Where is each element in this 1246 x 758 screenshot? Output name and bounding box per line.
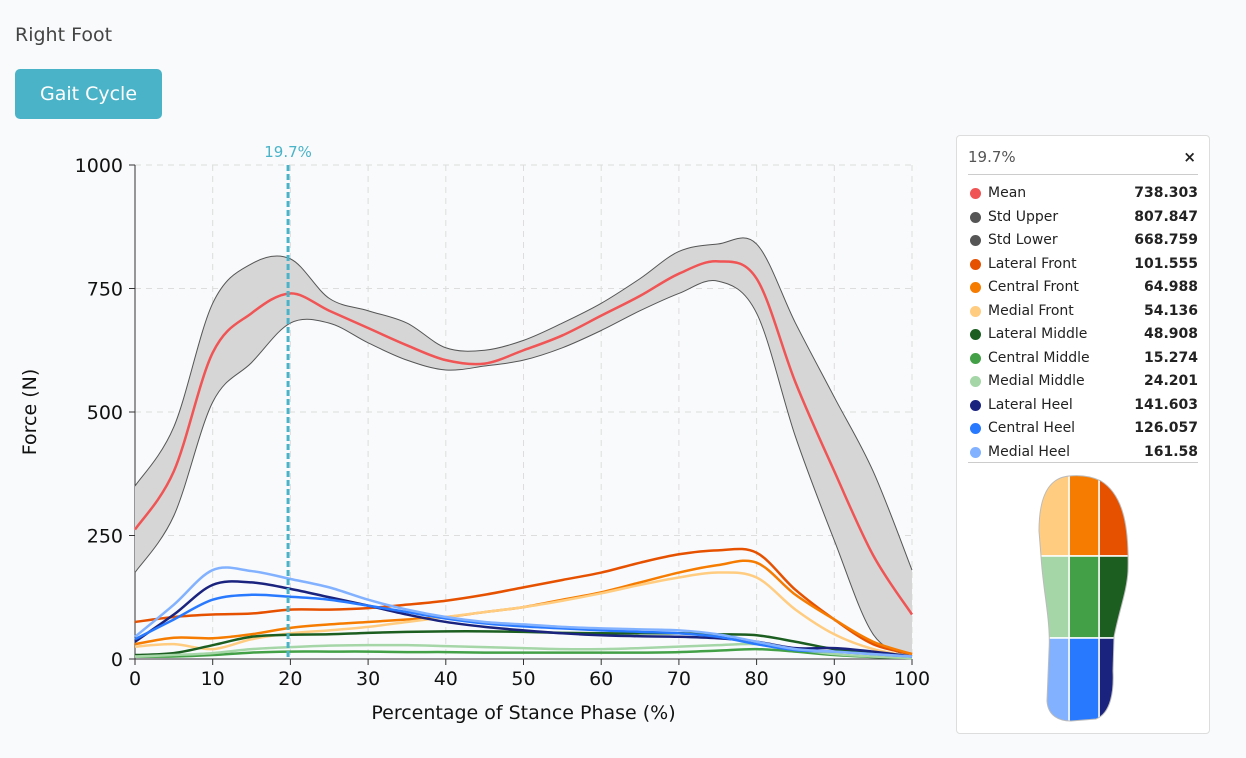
page-title: Right Foot: [15, 24, 113, 46]
x-tick-label: 100: [894, 668, 930, 690]
series-line: [134, 593, 913, 658]
series-name: Std Lower: [988, 232, 1058, 248]
gait-cycle-button[interactable]: Gait Cycle: [15, 69, 162, 119]
series-name: Medial Heel: [988, 443, 1071, 460]
foot-region: [1098, 555, 1129, 639]
series-value: 807.847: [1134, 208, 1198, 225]
y-tick-label: 1000: [75, 155, 123, 177]
x-axis-title: Percentage of Stance Phase (%): [371, 702, 675, 724]
series-value: 738.303: [1134, 185, 1198, 201]
series-line: [134, 647, 913, 660]
x-tick-label: 20: [278, 668, 302, 690]
foot-map: [1038, 475, 1129, 722]
series-name: Lateral Middle: [988, 326, 1088, 342]
close-button[interactable]: ×: [1183, 148, 1196, 166]
series-name: Mean: [988, 185, 1027, 201]
series-value: 54.136: [1143, 302, 1198, 319]
legend-dot: [970, 352, 981, 364]
x-tick-label: 30: [356, 668, 380, 690]
cursor-label: 19.7%: [968, 148, 1016, 166]
value-row: Lateral Front 101.555: [968, 254, 1198, 276]
series-name: Central Middle: [988, 349, 1090, 366]
y-tick-label: 250: [87, 526, 123, 548]
legend-dot: [970, 446, 981, 458]
legend-dot: [970, 235, 981, 246]
x-tick-label: 40: [434, 668, 458, 690]
series-value: 48.908: [1143, 326, 1198, 342]
panel-header: 19.7% ×: [968, 148, 1198, 175]
value-row: Central Front 64.988: [968, 277, 1198, 299]
series-value: 15.274: [1143, 349, 1198, 366]
value-row: Std Upper 807.847: [968, 207, 1198, 229]
series-value: 101.555: [1134, 255, 1198, 272]
x-tick-label: 50: [511, 668, 535, 690]
foot-region: [1068, 555, 1100, 639]
value-row: Medial Middle 24.201: [968, 371, 1198, 393]
legend-dot: [970, 329, 981, 340]
legend-dot: [970, 305, 981, 317]
x-tick-label: 90: [822, 668, 846, 690]
series-line: [134, 279, 913, 657]
value-row: Central Heel 126.057: [968, 418, 1198, 440]
x-tick-label: 10: [201, 668, 225, 690]
series-name: Std Upper: [988, 208, 1059, 225]
x-tick-label: 0: [129, 668, 141, 690]
tooltip-panel: 19.7% × Mean 738.303 Std Upper 807.847 Std L…: [956, 135, 1210, 734]
legend-dot: [970, 376, 981, 387]
series-value: 64.988: [1143, 279, 1198, 295]
value-row: Lateral Heel 141.603: [968, 395, 1198, 417]
y-axis-title: Force (N): [19, 369, 41, 455]
legend-dot: [970, 211, 981, 223]
series-line: [134, 237, 913, 571]
value-row: Lateral Middle 48.908: [968, 324, 1198, 346]
series-name: Medial Middle: [988, 373, 1085, 389]
chart: 0 250 500 750 1000 0 10 20 30 40 50 60 70 80 90 100 Perc…: [19, 143, 930, 724]
series-value: 161.58: [1143, 443, 1198, 460]
x-tick-label: 70: [667, 668, 691, 690]
series-value: 126.057: [1134, 420, 1198, 436]
series-value: 141.603: [1134, 396, 1198, 413]
series-value: 24.201: [1143, 373, 1198, 389]
series-line: [134, 566, 913, 658]
legend-dot: [970, 399, 981, 411]
legend-dot: [970, 258, 981, 270]
series-value: 668.759: [1134, 232, 1198, 248]
value-row: Medial Front 54.136: [968, 301, 1198, 323]
y-tick-label: 0: [111, 649, 123, 671]
series-line: [134, 571, 913, 658]
value-row: Std Lower 668.759: [968, 230, 1198, 252]
y-tick-label: 750: [87, 279, 123, 301]
y-tick-label: 500: [87, 402, 123, 424]
value-row: Mean 738.303: [968, 183, 1198, 205]
series-line: [134, 547, 913, 656]
series-name: Medial Front: [988, 302, 1074, 319]
foot-outline: [1038, 475, 1129, 722]
value-row: Central Middle 15.274: [968, 348, 1198, 370]
x-tick-label: 80: [745, 668, 769, 690]
legend-dot: [970, 188, 981, 199]
series-line: [133, 260, 914, 616]
series-name: Lateral Heel: [988, 396, 1073, 413]
cursor-label: 19.7%: [264, 143, 312, 161]
series-line: [134, 630, 913, 658]
value-row: Medial Heel 161.58: [968, 442, 1198, 464]
legend-dot: [970, 282, 981, 293]
x-tick-label: 60: [589, 668, 613, 690]
series-name: Central Heel: [988, 420, 1076, 436]
series-name: Lateral Front: [988, 255, 1077, 272]
foot-region: [1068, 637, 1100, 721]
foot-region: [1039, 475, 1070, 557]
foot-region: [1068, 475, 1100, 557]
foot-region: [1039, 555, 1070, 639]
separator: [968, 462, 1198, 463]
series-name: Central Front: [988, 279, 1079, 295]
legend-dot: [970, 423, 981, 434]
